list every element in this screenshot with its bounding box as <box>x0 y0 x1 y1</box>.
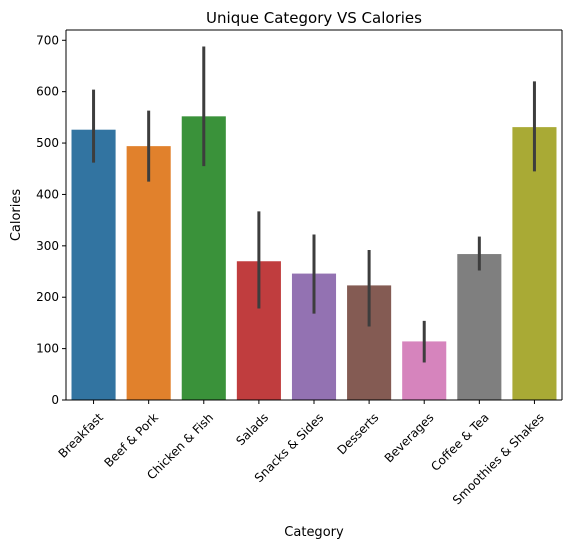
bar-breakfast <box>71 129 116 400</box>
y-tick-label-400: 400 <box>36 187 59 201</box>
y-tick-label-100: 100 <box>36 342 59 356</box>
y-tick-label-500: 500 <box>36 136 59 150</box>
x-tick-label-beef-and-pork: Beef & Pork <box>101 410 161 470</box>
y-axis-label: Calories <box>9 189 24 242</box>
bar-beef-and-pork <box>126 146 171 400</box>
x-tick-label-beverages: Beverages <box>382 410 437 465</box>
x-tick-label-salads: Salads <box>233 410 271 448</box>
y-tick-label-200: 200 <box>36 290 59 304</box>
bar-smoothies-and-shakes <box>512 127 557 400</box>
chart-title: Unique Category VS Calories <box>206 9 422 27</box>
x-axis-label: Category <box>284 525 344 540</box>
y-tick-label-700: 700 <box>36 33 59 47</box>
x-tick-label-breakfast: Breakfast <box>56 410 107 461</box>
x-tick-label-smoothies-and-shakes: Smoothies & Shakes <box>450 410 547 507</box>
bar-coffee-and-tea <box>457 254 502 400</box>
x-tick-label-desserts: Desserts <box>334 410 381 457</box>
y-tick-label-600: 600 <box>36 85 59 99</box>
plot-area <box>71 46 557 400</box>
y-tick-label-0: 0 <box>51 393 59 407</box>
y-tick-label-300: 300 <box>36 239 59 253</box>
